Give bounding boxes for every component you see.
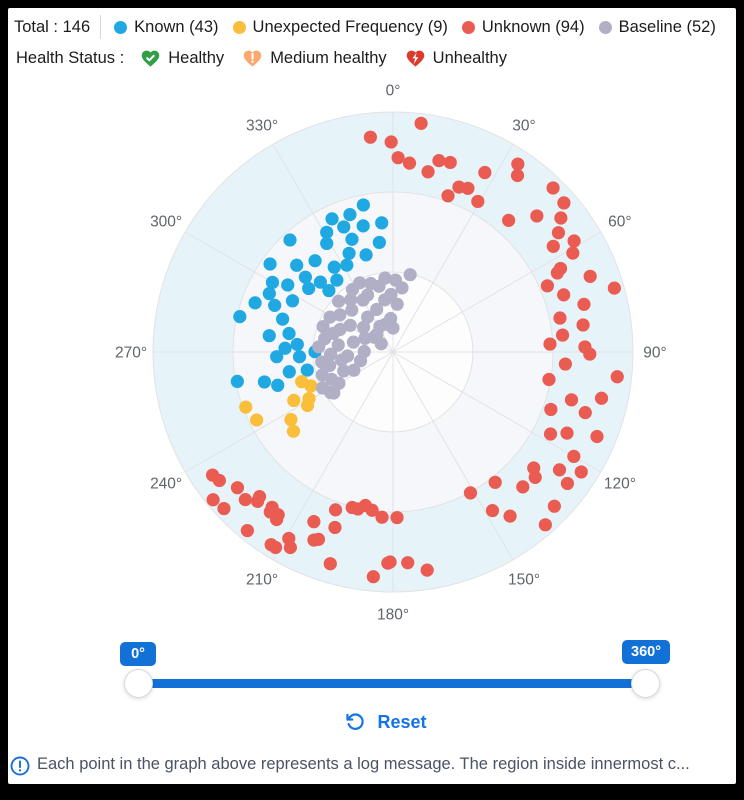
polar-chart[interactable]: 0° 30° 60° 90° 120° 150° 180° 210° 240° 270° 300° 3…: [8, 78, 736, 638]
panel-card: Total : 146 Known (43) Unexpected Freque…: [8, 8, 736, 784]
health-status-healthy: Healthy: [140, 48, 224, 69]
health-status-label: Medium healthy: [270, 48, 387, 67]
reset-label: Reset: [377, 711, 427, 732]
known-dot-icon: [114, 20, 128, 34]
svg-text:300°: 300°: [150, 214, 182, 231]
footer-note-text: Each point in the graph above represents…: [37, 755, 690, 773]
legend-item-label: Unexpected Frequency (9): [252, 17, 448, 36]
legend-item-unexpected-frequency[interactable]: Unexpected Frequency (9): [232, 17, 448, 37]
svg-text:30°: 30°: [512, 118, 535, 135]
total-count: Total : 146: [14, 17, 91, 36]
legend-divider: [100, 15, 102, 39]
legend-item-known[interactable]: Known (43): [114, 17, 219, 37]
baseline-dot-icon: [598, 20, 612, 34]
legend-item-baseline[interactable]: Baseline (52): [598, 17, 716, 37]
legend-item-label: Baseline (52): [618, 17, 716, 36]
unexpected-frequency-dot-icon: [232, 20, 246, 34]
svg-text:240°: 240°: [150, 476, 182, 493]
heart-exclamation-icon: [243, 50, 262, 67]
reset-button[interactable]: Reset: [22, 707, 744, 737]
svg-text:60°: 60°: [608, 214, 631, 231]
svg-text:150°: 150°: [508, 571, 540, 588]
slider-badge-max: 360°: [622, 640, 670, 664]
health-status-medium: Medium healthy: [242, 48, 387, 69]
slider-handle-min[interactable]: [124, 669, 153, 698]
slider-track[interactable]: [138, 679, 645, 688]
svg-text:0°: 0°: [386, 83, 401, 100]
footer-note-row: Each point in the graph above represents…: [10, 755, 736, 777]
slider-badge-min: 0°: [120, 642, 156, 666]
legend-bar: Total : 146 Known (43) Unexpected Freque…: [12, 12, 734, 42]
svg-text:270°: 270°: [115, 345, 147, 362]
svg-text:210°: 210°: [246, 571, 278, 588]
svg-text:120°: 120°: [604, 476, 636, 493]
legend-item-label: Known (43): [134, 17, 219, 36]
svg-text:180°: 180°: [377, 607, 409, 624]
health-status-unhealthy: Unhealthy: [405, 48, 507, 69]
health-status-bar: Health Status : Healthy Medium healthy U…: [16, 44, 734, 72]
svg-text:330°: 330°: [246, 118, 278, 135]
unknown-dot-icon: [461, 20, 475, 34]
legend-item-unknown[interactable]: Unknown (94): [461, 17, 585, 37]
slider-handle-max[interactable]: [631, 669, 660, 698]
svg-text:90°: 90°: [643, 345, 666, 362]
reset-icon: [346, 712, 365, 730]
heart-bolt-icon: [406, 50, 424, 67]
legend-item-label: Unknown (94): [481, 17, 585, 36]
health-status-title: Health Status :: [16, 48, 125, 67]
info-icon: [10, 756, 30, 776]
heart-check-icon: [141, 50, 160, 67]
health-status-label: Unhealthy: [432, 48, 507, 67]
health-status-label: Healthy: [168, 48, 225, 67]
